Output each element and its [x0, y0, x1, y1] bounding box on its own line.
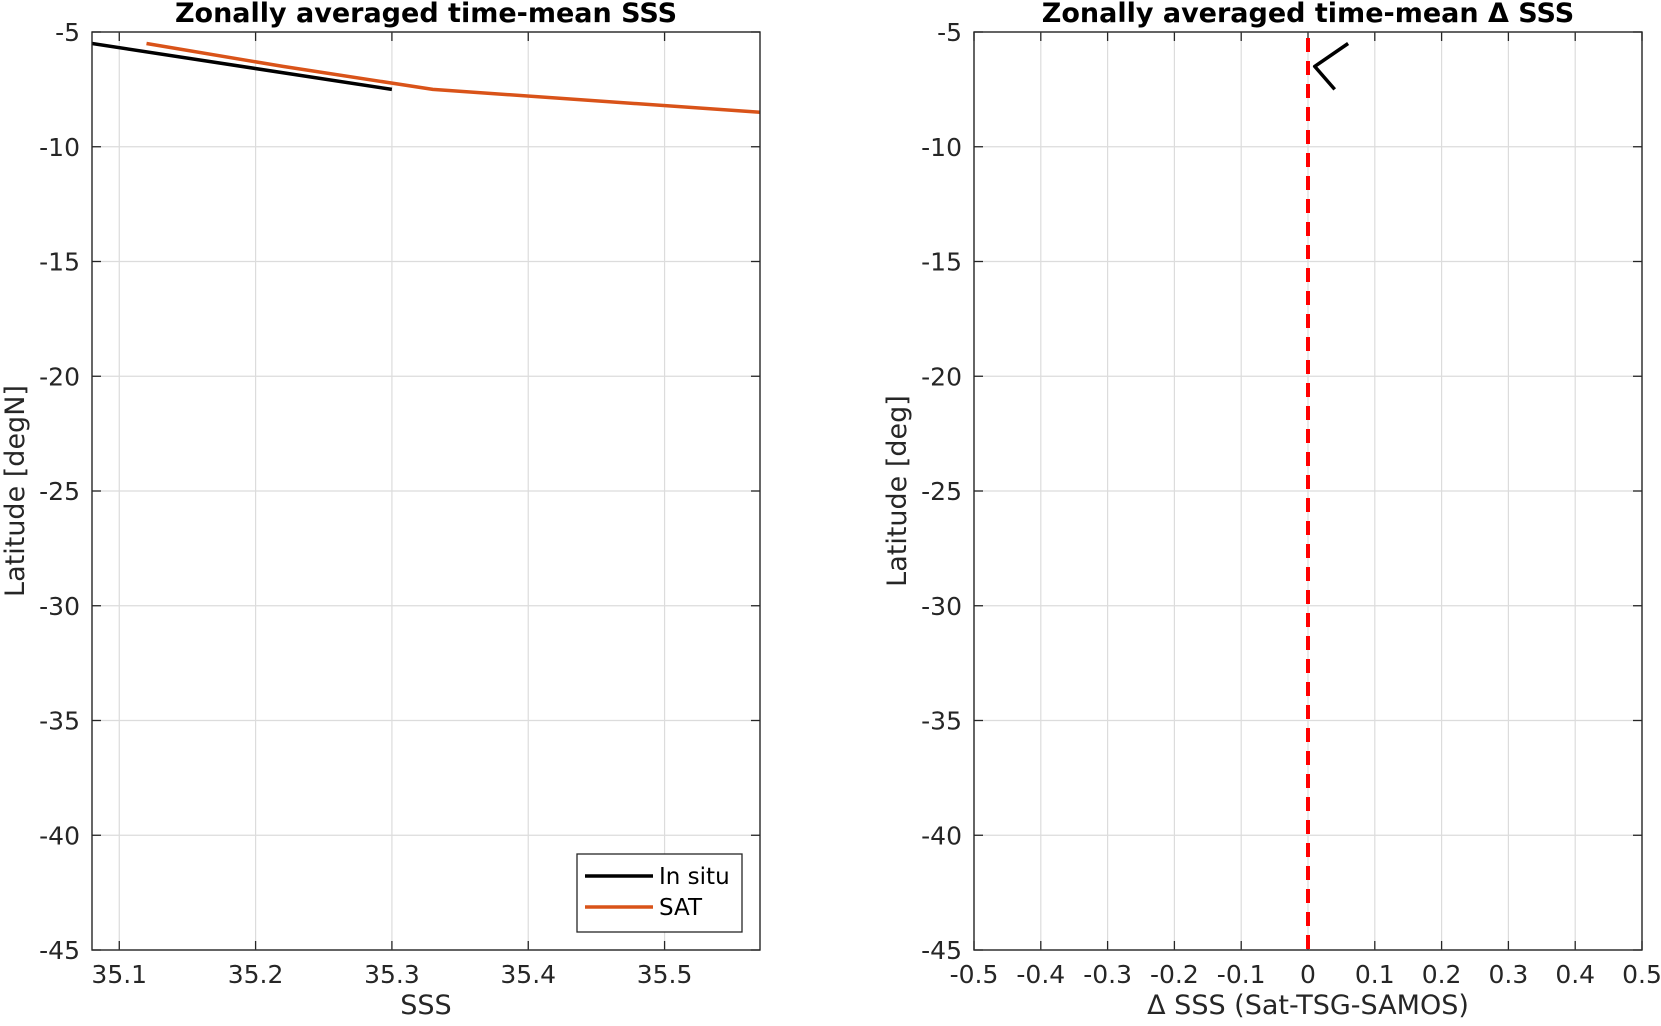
x-tick-label: 35.1 [91, 960, 147, 989]
y-tick-label: -15 [921, 248, 962, 277]
series-line-in-situ [92, 41, 393, 92]
legend-box [576, 853, 743, 933]
x-axis-label: Δ SSS (Sat-TSG-SAMOS) [1147, 990, 1469, 1021]
x-tick-label: 35.4 [500, 960, 556, 989]
series-line-1 [1312, 42, 1350, 91]
x-tick-label: 0 [1300, 960, 1316, 989]
y-tick-label: -30 [39, 592, 80, 621]
x-tick-label: -0.5 [950, 960, 999, 989]
legend-label: In situ [659, 864, 730, 890]
x-tick-label: -0.1 [1217, 960, 1266, 989]
y-tick-label: -5 [937, 18, 962, 47]
y-tick-label: -25 [39, 477, 80, 506]
x-tick-label: -0.2 [1150, 960, 1199, 989]
y-tick-label: -20 [39, 362, 80, 391]
y-axis-label: Latitude [degN] [0, 385, 31, 597]
y-tick-label: -20 [921, 362, 962, 391]
y-tick-label: -15 [39, 248, 80, 277]
series-line-sat [146, 41, 760, 115]
axes-box [91, 31, 761, 951]
x-tick-label: -0.3 [1083, 960, 1132, 989]
y-tick-label: -45 [921, 936, 962, 965]
x-tick-label: 0.4 [1555, 960, 1595, 989]
y-tick-label: -10 [921, 133, 962, 162]
legend-label: SAT [659, 895, 703, 921]
x-tick-label: 35.5 [637, 960, 693, 989]
y-axis-label: Latitude [deg] [882, 395, 913, 587]
chart-title: Zonally averaged time-mean SSS [175, 0, 677, 29]
x-tick-label: -0.4 [1016, 960, 1065, 989]
y-tick-label: -40 [39, 821, 80, 850]
x-tick-label: 0.5 [1622, 960, 1661, 989]
axes-box [973, 31, 1643, 951]
x-tick-label: 35.2 [228, 960, 284, 989]
x-tick-label: 0.2 [1422, 960, 1462, 989]
x-axis-label: SSS [400, 990, 451, 1021]
y-tick-label: -35 [39, 707, 80, 736]
x-tick-label: 35.3 [364, 960, 420, 989]
y-tick-label: -35 [921, 707, 962, 736]
y-tick-label: -25 [921, 477, 962, 506]
y-tick-label: -40 [921, 821, 962, 850]
y-tick-label: -30 [921, 592, 962, 621]
y-tick-label: -45 [39, 936, 80, 965]
x-tick-label: 0.1 [1355, 960, 1395, 989]
chart-title: Zonally averaged time-mean Δ SSS [1042, 0, 1574, 29]
y-tick-label: -10 [39, 133, 80, 162]
y-tick-label: -5 [55, 18, 80, 47]
x-tick-label: 0.3 [1489, 960, 1529, 989]
